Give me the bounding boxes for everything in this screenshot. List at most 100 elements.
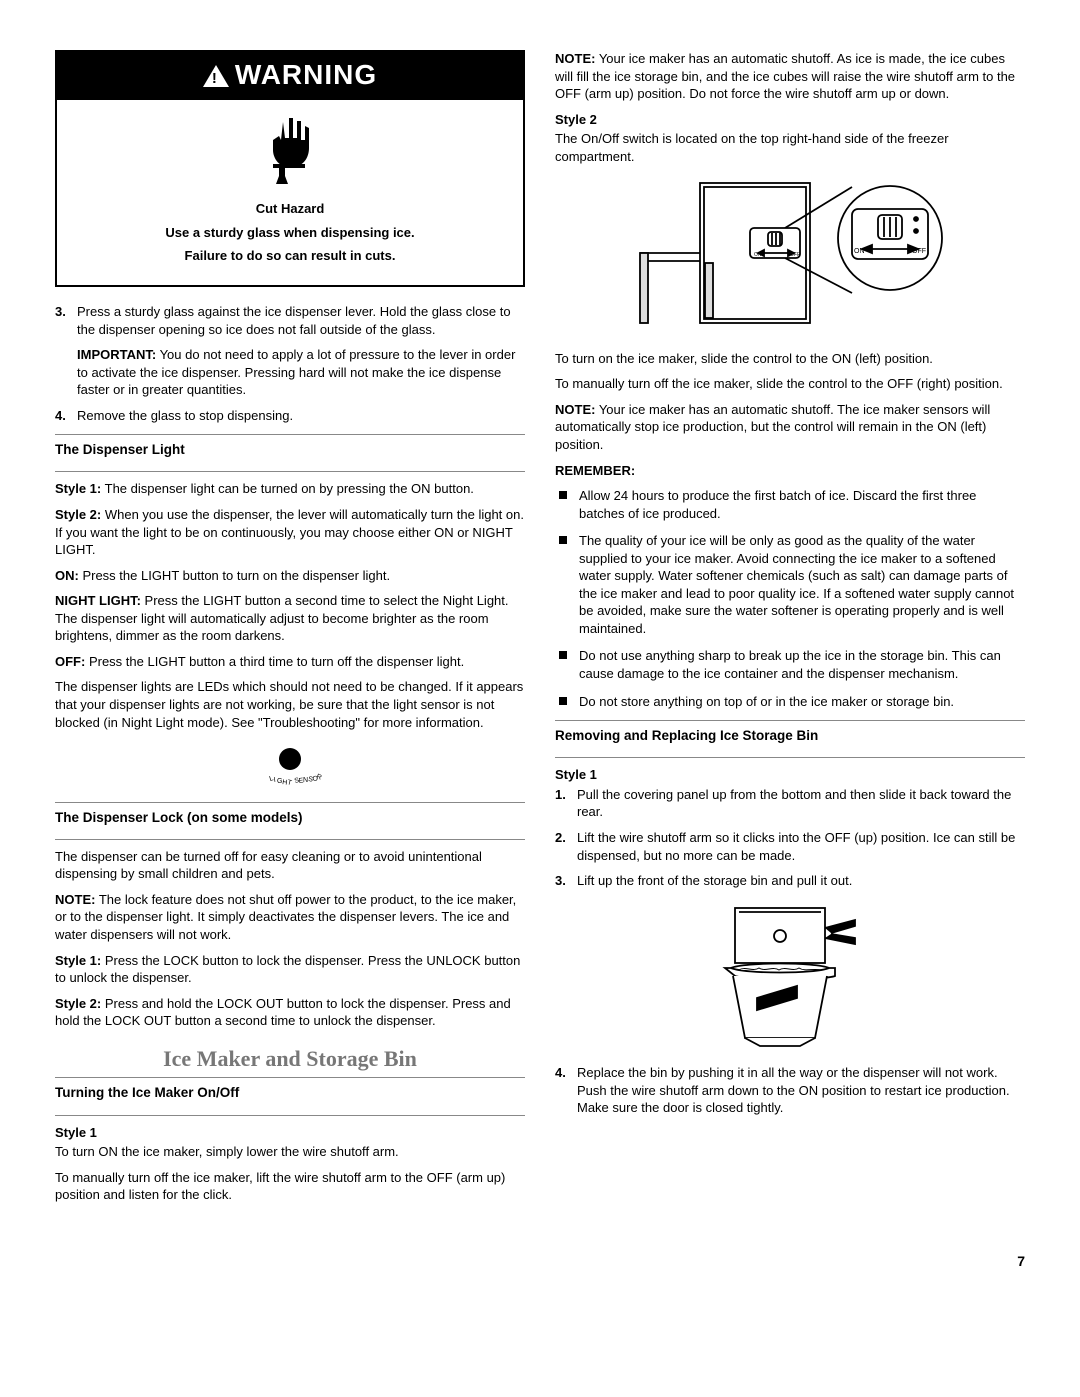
bin-figure	[555, 898, 1025, 1053]
rule	[55, 802, 525, 803]
subhead-wrap: Removing and Replacing Ice Storage Bin	[555, 727, 1025, 758]
important-label: IMPORTANT:	[77, 347, 156, 362]
turning-heading: Turning the Ice Maker On/Off	[55, 1084, 525, 1102]
warning-header: WARNING	[57, 52, 523, 100]
svg-text:I: I	[273, 777, 276, 784]
on-label: ON:	[55, 568, 79, 583]
step-num: 4.	[55, 407, 77, 425]
s2-label: Style 2:	[55, 996, 101, 1011]
turn-off-slide: To manually turn off the ice maker, slid…	[555, 375, 1025, 393]
note-text: Your ice maker has an automatic shutoff.…	[555, 51, 1015, 101]
off-label: OFF:	[55, 654, 85, 669]
light-sensor-figure: L I G H T S E N S O R	[55, 741, 525, 790]
style1-label: Style 1	[55, 1124, 525, 1142]
night-light-mode: NIGHT LIGHT: Press the LIGHT button a se…	[55, 592, 525, 645]
step-text: Lift up the front of the storage bin and…	[577, 872, 1025, 890]
style1-label: Style 1:	[55, 481, 101, 496]
subhead-wrap: The Dispenser Lock (on some models)	[55, 809, 525, 840]
bullet-text: Allow 24 hours to produce the first batc…	[579, 487, 1025, 522]
step-text: Lift the wire shutoff arm so it clicks i…	[577, 829, 1025, 864]
bullet-text: Do not store anything on top of or in th…	[579, 693, 1025, 711]
note-label: NOTE:	[555, 51, 595, 66]
nl-label: NIGHT LIGHT:	[55, 593, 141, 608]
s2-text: Press and hold the LOCK OUT button to lo…	[55, 996, 511, 1029]
note-shutoff-1: NOTE: Your ice maker has an automatic sh…	[555, 50, 1025, 103]
svg-text:ON: ON	[754, 252, 762, 258]
lock-style2: Style 2: Press and hold the LOCK OUT but…	[55, 995, 525, 1030]
step-num: 3.	[55, 303, 77, 399]
lock-style1: Style 1: Press the LOCK button to lock t…	[55, 952, 525, 987]
dispense-steps: 3. Press a sturdy glass against the ice …	[55, 303, 525, 424]
warning-triangle-icon	[203, 65, 229, 87]
step-4: 4. Remove the glass to stop dispensing.	[55, 407, 525, 425]
step-3: 3. Press a sturdy glass against the ice …	[55, 303, 525, 399]
step-num: 4.	[555, 1064, 577, 1117]
s1-label: Style 1:	[55, 953, 101, 968]
rule	[555, 720, 1025, 721]
step-num: 3.	[555, 872, 577, 890]
bullet-text: Do not use anything sharp to break up th…	[579, 647, 1025, 682]
rule	[55, 1077, 525, 1078]
bullet-text: The quality of your ice will be only as …	[579, 532, 1025, 637]
step-text: Remove the glass to stop dispensing.	[77, 407, 525, 425]
hazard-line-1: Use a sturdy glass when dispensing ice.	[67, 224, 513, 242]
style2-label: Style 2	[555, 111, 1025, 129]
step-num: 2.	[555, 829, 577, 864]
warning-box: WARNING Cut Hazard Use a sturdy glass wh…	[55, 50, 525, 287]
list-item: The quality of your ice will be only as …	[555, 532, 1025, 637]
note-label: NOTE:	[55, 892, 95, 907]
hazard-text: Cut Hazard Use a sturdy glass when dispe…	[57, 196, 523, 285]
replace-step-2: 2. Lift the wire shutoff arm so it click…	[555, 829, 1025, 864]
style1-text: The dispenser light can be turned on by …	[101, 481, 474, 496]
note-label: NOTE:	[555, 402, 595, 417]
note-text: The lock feature does not shut off power…	[55, 892, 516, 942]
replace-step-4: 4. Replace the bin by pushing it in all …	[555, 1064, 1025, 1117]
list-item: Do not store anything on top of or in th…	[555, 693, 1025, 711]
subhead-wrap: Turning the Ice Maker On/Off	[55, 1084, 525, 1115]
dispenser-light-heading: The Dispenser Light	[55, 441, 525, 459]
note-text: Your ice maker has an automatic shutoff.…	[555, 402, 990, 452]
style2-text: The On/Off switch is located on the top …	[555, 130, 1025, 165]
rule	[55, 434, 525, 435]
warning-label: WARNING	[235, 56, 377, 94]
step-num: 1.	[555, 786, 577, 821]
subhead-wrap: The Dispenser Light	[55, 441, 525, 472]
led-paragraph: The dispenser lights are LEDs which shou…	[55, 678, 525, 731]
step-text: Pull the covering panel up from the bott…	[577, 786, 1025, 821]
left-column: WARNING Cut Hazard Use a sturdy glass wh…	[55, 50, 525, 1212]
list-item: Allow 24 hours to produce the first batc…	[555, 487, 1025, 522]
dispenser-light-style1: Style 1: The dispenser light can be turn…	[55, 480, 525, 498]
page-columns: WARNING Cut Hazard Use a sturdy glass wh…	[55, 50, 1025, 1212]
list-item: Do not use anything sharp to break up th…	[555, 647, 1025, 682]
step-text: Replace the bin by pushing it in all the…	[577, 1064, 1025, 1117]
style1-label: Style 1	[555, 766, 1025, 784]
style2-label: Style 2:	[55, 507, 101, 522]
right-column: NOTE: Your ice maker has an automatic sh…	[555, 50, 1025, 1212]
section-title: Ice Maker and Storage Bin	[55, 1044, 525, 1074]
on-mode: ON: Press the LIGHT button to turn on th…	[55, 567, 525, 585]
hazard-title: Cut Hazard	[67, 200, 513, 218]
svg-text:T: T	[287, 779, 294, 785]
off-mode: OFF: Press the LIGHT button a third time…	[55, 653, 525, 671]
on-text: Press the LIGHT button to turn on the di…	[79, 568, 390, 583]
note-shutoff-2: NOTE: Your ice maker has an automatic sh…	[555, 401, 1025, 454]
turn-on-slide: To turn on the ice maker, slide the cont…	[555, 350, 1025, 368]
switch-figure: ON OFF ON OFF	[555, 173, 1025, 338]
replace-step-3: 3. Lift up the front of the storage bin …	[555, 872, 1025, 890]
hand-cut-icon	[57, 100, 523, 197]
dispenser-light-style2: Style 2: When you use the dispenser, the…	[55, 506, 525, 559]
lock-p1: The dispenser can be turned off for easy…	[55, 848, 525, 883]
svg-text:OFF: OFF	[790, 252, 800, 258]
style2-text: When you use the dispenser, the lever wi…	[55, 507, 524, 557]
step-body: Press a sturdy glass against the ice dis…	[77, 303, 525, 399]
remember-list: Allow 24 hours to produce the first batc…	[555, 487, 1025, 710]
s1-text: Press the LOCK button to lock the dispen…	[55, 953, 520, 986]
replace-step-1: 1. Pull the covering panel up from the b…	[555, 786, 1025, 821]
hazard-line-2: Failure to do so can result in cuts.	[67, 247, 513, 265]
replace-steps: 1. Pull the covering panel up from the b…	[555, 786, 1025, 890]
dispenser-lock-heading: The Dispenser Lock (on some models)	[55, 809, 525, 827]
switch-off-label: OFF	[912, 248, 926, 255]
replace-heading: Removing and Replacing Ice Storage Bin	[555, 727, 1025, 745]
remember-label: REMEMBER:	[555, 462, 1025, 480]
switch-on-label: ON	[854, 248, 865, 255]
